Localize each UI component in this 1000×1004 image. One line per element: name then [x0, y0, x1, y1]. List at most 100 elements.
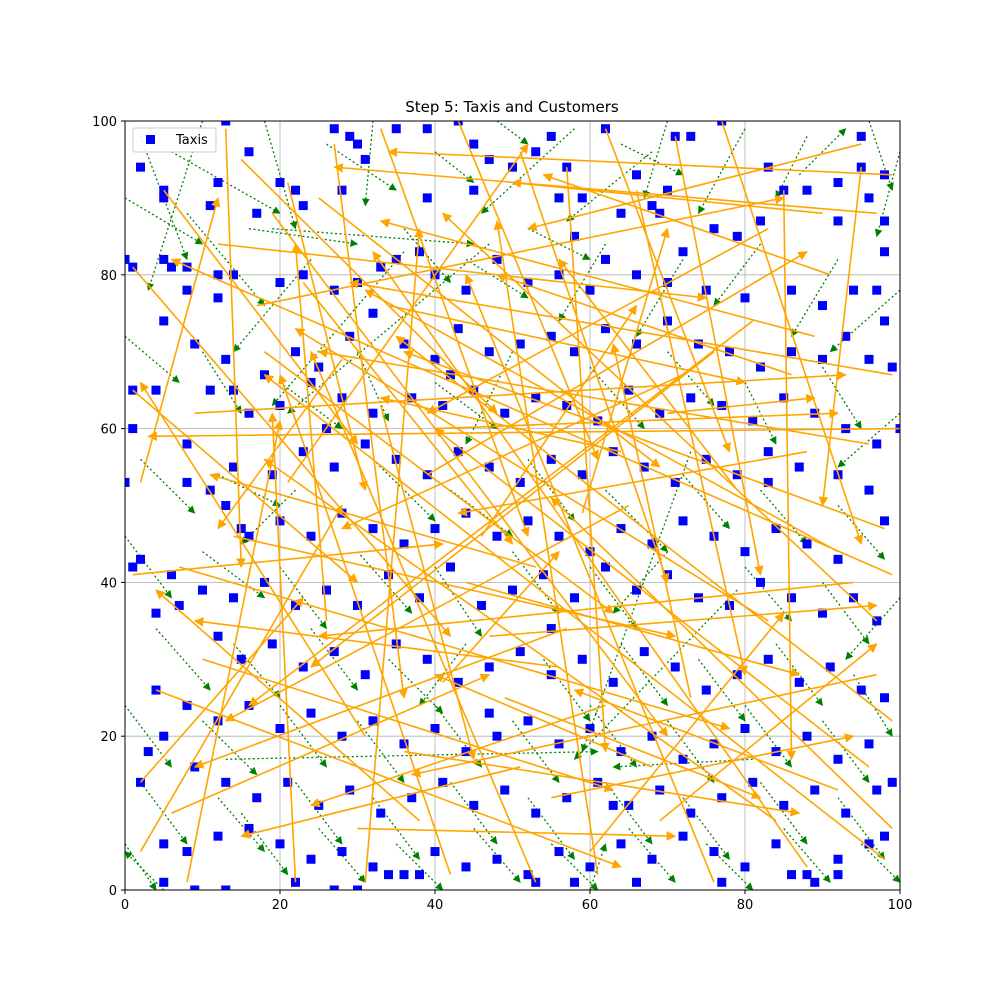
taxi-marker	[275, 516, 285, 526]
route-arrow	[379, 218, 815, 338]
taxi-marker	[159, 254, 169, 264]
taxi-marker	[236, 654, 246, 664]
taxi-marker	[337, 185, 347, 195]
customer-arrow	[434, 566, 483, 637]
taxi-marker	[856, 131, 866, 141]
taxi-marker	[469, 185, 479, 195]
taxi-marker	[794, 462, 804, 472]
customer-arrow	[759, 781, 808, 845]
customer-arrow	[171, 151, 281, 214]
route-arrow	[317, 348, 870, 445]
taxi-marker	[756, 216, 765, 226]
route-arrow	[256, 194, 785, 307]
customer-arrow	[628, 828, 676, 883]
route-arrow	[442, 550, 560, 683]
taxi-marker	[368, 308, 378, 318]
customer-arrow	[139, 781, 188, 845]
x-tick-label: 40	[427, 898, 444, 913]
route-arrow	[581, 227, 670, 514]
route-arrow	[310, 704, 606, 808]
taxi-marker	[500, 408, 510, 418]
customer-arrow	[496, 121, 529, 145]
taxi-marker	[407, 793, 417, 803]
taxi-marker	[430, 524, 440, 534]
y-tick-label: 20	[100, 730, 117, 745]
route-arrow	[519, 151, 670, 584]
taxi-marker	[686, 131, 696, 141]
taxi-marker	[275, 401, 285, 411]
chart-title: Step 5: Taxis and Customers	[405, 98, 619, 116]
taxi-marker	[639, 647, 649, 657]
y-tick-label: 80	[100, 269, 117, 284]
customer-arrow	[263, 121, 298, 230]
customer-arrow	[837, 412, 900, 468]
legend-taxi-marker	[146, 135, 155, 144]
taxi-marker	[515, 477, 525, 487]
taxi-marker	[399, 539, 409, 549]
x-tick-label: 100	[888, 898, 913, 913]
taxi-marker	[593, 416, 603, 426]
taxi-marker	[779, 393, 789, 403]
taxi-marker	[461, 747, 471, 757]
taxi-marker	[531, 147, 541, 157]
taxi-marker	[810, 785, 820, 795]
taxi-marker	[655, 408, 665, 418]
customer-arrow	[558, 243, 607, 322]
taxi-marker	[546, 131, 556, 141]
route-arrow	[217, 243, 708, 302]
route-arrow	[271, 212, 669, 737]
taxi-marker	[554, 847, 564, 857]
taxi-marker	[763, 447, 773, 457]
customer-arrow	[682, 474, 731, 530]
taxi-marker	[430, 354, 440, 364]
taxi-marker	[608, 677, 618, 687]
customer-arrow	[202, 551, 266, 599]
taxi-marker	[841, 808, 851, 818]
taxi-marker	[221, 121, 231, 126]
taxi-marker	[306, 708, 316, 718]
taxi-marker	[376, 262, 386, 272]
taxi-marker	[585, 862, 595, 872]
taxi-marker	[151, 385, 161, 395]
route-arrow	[379, 405, 477, 761]
taxi-marker	[415, 870, 424, 880]
taxi-marker	[453, 324, 463, 334]
route-arrows-layer	[132, 121, 900, 883]
customer-arrow	[287, 243, 490, 414]
taxi-marker	[136, 554, 145, 564]
taxi-marker	[360, 439, 370, 449]
taxi-marker	[360, 670, 370, 680]
taxi-marker	[484, 708, 494, 718]
customer-arrow	[837, 505, 886, 560]
taxi-marker	[880, 831, 889, 841]
route-arrow	[264, 351, 615, 614]
taxi-marker	[298, 201, 308, 211]
customer-arrow	[125, 197, 204, 245]
taxi-marker	[570, 231, 579, 241]
route-arrow	[493, 220, 599, 875]
customer-arrow	[480, 128, 575, 214]
taxi-marker	[616, 524, 626, 534]
taxi-marker	[515, 647, 525, 657]
taxi-marker	[624, 800, 634, 810]
route-arrow	[294, 327, 769, 622]
customer-arrow	[589, 843, 607, 890]
taxi-marker	[167, 262, 176, 272]
customer-arrow	[240, 812, 289, 876]
route-arrow	[434, 408, 839, 430]
customer-arrow	[511, 720, 560, 783]
customer-arrow	[860, 843, 900, 883]
taxi-marker	[678, 831, 688, 841]
taxi-marker	[872, 439, 882, 449]
taxi-marker	[709, 847, 719, 857]
taxi-marker	[182, 439, 192, 449]
legend-box	[132, 127, 217, 153]
taxi-marker	[438, 777, 448, 787]
taxi-marker	[647, 201, 657, 211]
taxi-marker	[779, 800, 789, 810]
taxi-marker	[446, 370, 455, 380]
taxi-marker	[864, 485, 874, 495]
taxi-marker	[601, 254, 610, 264]
taxi-marker	[298, 662, 308, 672]
customer-arrow	[372, 797, 421, 860]
